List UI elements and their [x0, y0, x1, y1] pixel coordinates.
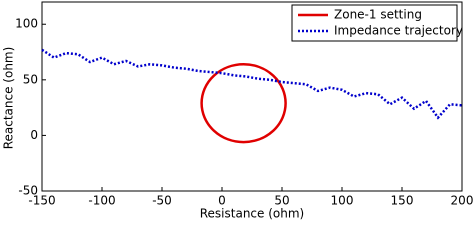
y-tick-label: 0 [30, 128, 38, 142]
x-tick-label: 0 [218, 194, 226, 208]
legend-label: Zone-1 setting [334, 8, 422, 22]
trajectory-line [41, 48, 463, 120]
y-tick-label: 100 [15, 17, 38, 31]
x-tick-label: 150 [391, 194, 414, 208]
plot-frame [41, 1, 463, 192]
x-axis-label: Resistance (ohm) [200, 207, 304, 221]
y-axis-label: Reactance (ohm) [2, 47, 16, 150]
zone-circle [200, 63, 287, 144]
x-tick-label: -150 [28, 194, 55, 208]
x-tick-label: 50 [274, 194, 289, 208]
legend-box [291, 4, 458, 42]
x-tick-label: -50 [152, 194, 172, 208]
x-tick-label: 100 [331, 194, 354, 208]
legend-label: Impedance trajectory [334, 24, 463, 38]
x-tick-label: 200 [451, 194, 474, 208]
chart: Resistance (ohm) Reactance (ohm) -150 -10… [2, 1, 474, 221]
x-tick-label: -100 [88, 194, 115, 208]
y-tick-label: -50 [18, 184, 38, 198]
y-tick-label: 50 [23, 72, 38, 86]
